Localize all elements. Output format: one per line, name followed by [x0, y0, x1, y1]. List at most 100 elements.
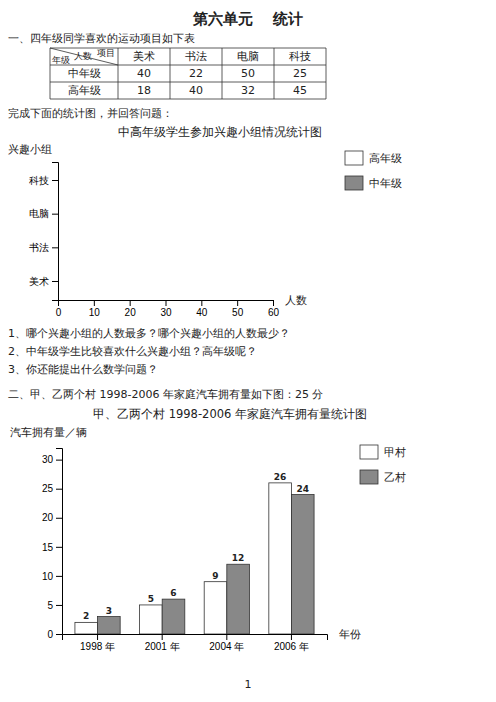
- tick: 60: [268, 300, 280, 318]
- tick-mark: [201, 300, 202, 306]
- table-rule: [274, 48, 275, 99]
- tick: 科技: [29, 175, 58, 186]
- page: 第六单元 统计一、四年级同学喜欢的运动项目如下表完成下面的统计图，并回答问题： 1…: [0, 0, 496, 702]
- data-label: 2: [83, 611, 89, 621]
- bars: [75, 483, 314, 634]
- tick-mark: [97, 634, 98, 640]
- section-label: 二、甲、乙两个村 1998-2006 年家庭汽车拥有量如下图：25 分: [8, 388, 323, 401]
- instruction: 完成下面的统计图，并回答问题：: [8, 107, 173, 120]
- axis-title: 年份: [339, 628, 361, 640]
- legend-swatch: [360, 445, 378, 459]
- category-label: 2004 年: [209, 641, 244, 652]
- tick-mark: [226, 634, 227, 640]
- tick-label: 10: [89, 307, 101, 318]
- data-label: 5: [148, 594, 154, 604]
- tick: 0: [47, 629, 62, 640]
- tick: 30: [42, 454, 62, 465]
- tick-mark: [56, 605, 62, 606]
- tick-mark: [56, 460, 62, 461]
- table-corner-label: 人数: [74, 51, 92, 61]
- table-header: 书法: [185, 50, 207, 63]
- tick-label: 20: [125, 307, 137, 318]
- bar: [227, 564, 250, 634]
- data-label: 6: [170, 588, 176, 598]
- legend-entry: 甲村: [384, 446, 406, 459]
- page-title: 第六单元 统计: [192, 10, 304, 28]
- tick-mark: [130, 300, 131, 306]
- bar: [204, 582, 227, 634]
- tick-mark: [52, 214, 58, 215]
- tick: 25: [42, 483, 62, 494]
- legend-entry: 乙村: [384, 471, 406, 484]
- y-axis: 美术书法电脑科技: [29, 163, 59, 301]
- tick-label: 30: [160, 307, 172, 318]
- tick-mark: [52, 247, 58, 248]
- tick-mark: [52, 281, 58, 282]
- legend-entry: 中年级: [369, 177, 402, 190]
- data-label: 26: [274, 472, 287, 482]
- legend: 甲村乙村: [360, 445, 406, 484]
- tick: 电脑: [29, 208, 58, 219]
- data-label: 9: [212, 571, 218, 581]
- table-rule: [50, 99, 326, 100]
- tick-label: 0: [56, 307, 62, 318]
- tick-label: 5: [47, 600, 53, 611]
- tick: 10: [89, 300, 101, 318]
- tick-label: 15: [42, 542, 54, 553]
- tick: 15: [42, 542, 62, 553]
- table-rule: [50, 48, 326, 49]
- table-corner-label: 年级: [52, 55, 70, 65]
- section-label: 一、四年级同学喜欢的运动项目如下表: [8, 32, 195, 45]
- bar: [162, 599, 185, 634]
- category-label: 2001 年: [145, 641, 180, 652]
- question: 3、你还能提出什么数学问题？: [8, 363, 158, 376]
- tick: 1998 年: [80, 634, 115, 652]
- bar-chart: 0102030405060美术书法电脑科技中高年级学生参加兴趣小组情况统计图兴趣…: [8, 125, 402, 318]
- tick: 0: [56, 300, 62, 318]
- category-label: 电脑: [29, 208, 49, 219]
- x-axis: 0 10 20 30 40 50 60: [56, 300, 280, 318]
- legend: 高年级中年级: [345, 151, 402, 190]
- category-label: 2006 年: [274, 641, 309, 652]
- tick-mark: [94, 300, 95, 306]
- table-row-label: 高年级: [68, 84, 101, 97]
- table-rule: [170, 48, 171, 99]
- data-labels: 25926361224: [83, 472, 309, 622]
- tick-mark: [273, 300, 274, 306]
- data-label: 3: [106, 606, 112, 616]
- tick-mark: [162, 634, 163, 640]
- question: 2、中年级学生比较喜欢什么兴趣小组？高年级呢？: [8, 345, 257, 358]
- tick-mark: [56, 576, 62, 577]
- axis-line: [63, 635, 328, 641]
- tick: 2004 年: [209, 634, 244, 652]
- tick: 10: [42, 571, 62, 582]
- legend-swatch: [345, 151, 363, 165]
- axis-line: [59, 301, 274, 307]
- tick-mark: [56, 489, 62, 490]
- tick-label: 30: [42, 454, 54, 465]
- tick-label: 25: [42, 483, 54, 494]
- table-rule: [50, 48, 51, 99]
- bar: [269, 483, 292, 634]
- legend-swatch: [360, 470, 378, 484]
- tick: 40: [196, 300, 208, 318]
- table-cell: 18: [137, 84, 151, 97]
- table-rule: [118, 48, 119, 99]
- bar: [140, 605, 163, 634]
- axis-title: 兴趣小组: [8, 143, 52, 155]
- table-diagonal: [50, 48, 118, 65]
- bar: [98, 617, 121, 634]
- legend-swatch: [345, 176, 363, 190]
- table-header: 电脑: [237, 50, 259, 63]
- tick: 5: [47, 600, 62, 611]
- category-label: 科技: [29, 175, 49, 186]
- chart-title: 中高年级学生参加兴趣小组情况统计图: [118, 125, 322, 139]
- table-cell: 50: [241, 67, 255, 80]
- tick-label: 20: [42, 512, 54, 523]
- chart-title: 甲、乙两个村 1998-2006 年家庭汽车拥有量统计图: [93, 407, 367, 421]
- tick-mark: [291, 634, 292, 640]
- data-label: 12: [232, 553, 245, 563]
- category-label: 美术: [29, 276, 49, 287]
- tick: 50: [232, 300, 244, 318]
- page-number: 1: [245, 678, 252, 691]
